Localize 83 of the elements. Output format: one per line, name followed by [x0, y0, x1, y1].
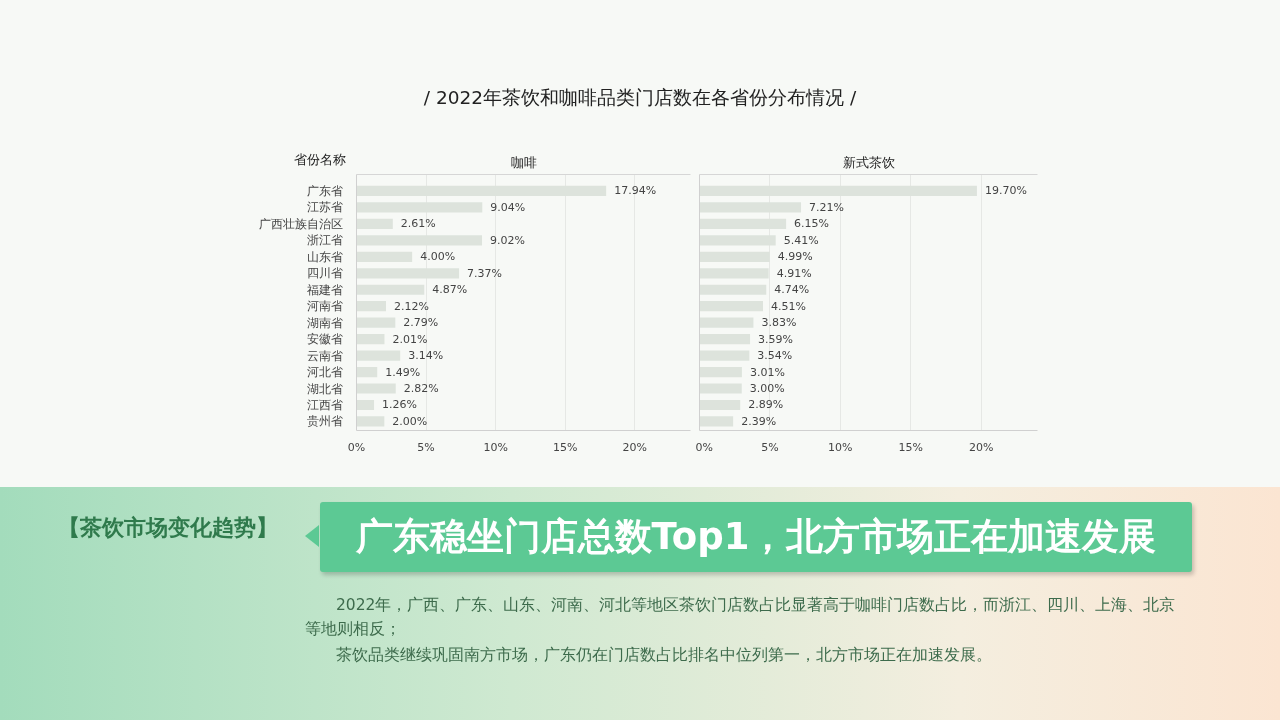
data-label: 4.00% — [420, 250, 456, 264]
chart-title: 咖啡 — [510, 154, 537, 170]
bar — [356, 366, 378, 378]
data-label: 17.94% — [614, 184, 657, 198]
bar — [699, 416, 734, 427]
bar — [356, 317, 396, 328]
data-label: 9.02% — [490, 233, 525, 247]
y-tick-label: 河南省 — [306, 299, 343, 314]
x-tick-label: 20% — [622, 440, 648, 454]
x-tick-label: 10% — [483, 440, 508, 454]
data-label: 2.82% — [403, 382, 439, 396]
data-label: 4.99% — [777, 250, 813, 264]
data-label: 1.49% — [385, 365, 421, 379]
y-tick-label: 湖南省 — [306, 315, 343, 330]
x-tick-label: 15% — [553, 440, 578, 454]
bar — [699, 366, 742, 378]
data-label: 2.12% — [394, 299, 429, 313]
bar — [356, 334, 385, 345]
bar — [356, 251, 413, 262]
bar — [699, 317, 754, 328]
x-tick-label: 5% — [417, 440, 435, 454]
data-label: 5.41% — [783, 233, 819, 247]
data-label: 4.74% — [774, 283, 810, 297]
bar — [699, 334, 751, 345]
chart-title: 新式茶饮 — [842, 154, 895, 170]
data-label: 6.15% — [794, 217, 830, 231]
y-tick-label: 湖北省 — [306, 381, 343, 396]
y-tick-label: 浙江省 — [306, 233, 343, 248]
data-label: 7.21% — [809, 200, 844, 214]
y-axis-title: 省份名称 — [294, 151, 346, 169]
y-tick-label: 河北省 — [306, 365, 343, 380]
x-tick-label: 20% — [968, 440, 994, 454]
data-label: 3.00% — [749, 382, 785, 396]
y-tick-label: 广东省 — [306, 183, 343, 198]
bar — [356, 284, 425, 295]
data-label: 2.79% — [403, 316, 439, 330]
bar — [699, 399, 741, 411]
x-tick-label: 5% — [761, 440, 779, 454]
x-tick-label: 0% — [695, 440, 713, 454]
y-tick-label: 贵州省 — [306, 414, 343, 429]
y-tick-label: 广西壮族自治区 — [258, 216, 343, 231]
text: 【茶饮市场变化趋势】 — [58, 514, 278, 542]
data-label: 3.54% — [757, 349, 793, 363]
data-label: 2.00% — [392, 414, 428, 428]
text: 广东稳坐门店总数Top1，北方市场正在加速发展 — [320, 502, 1192, 572]
data-label: 4.91% — [776, 266, 812, 280]
y-tick-label: 福建省 — [306, 282, 343, 297]
bar — [356, 350, 401, 361]
text: 茶饮品类继续巩固南方市场，广东仍在门店数占比排名中位列第一，北方市场正在加速发展。 — [335, 645, 993, 666]
x-tick-label: 15% — [898, 440, 923, 454]
data-label: 3.14% — [408, 349, 444, 363]
bar — [699, 301, 764, 312]
y-tick-label: 安徽省 — [306, 332, 343, 347]
bar — [356, 399, 375, 411]
bar — [356, 301, 386, 312]
data-label: 7.37% — [467, 266, 503, 280]
text: 2022年，广西、广东、山东、河南、河北等地区茶饮门店数占比显著高于咖啡门店数占比，而浙江、四川、上海、北京等地则相反； — [305, 595, 1177, 640]
bar — [356, 383, 396, 394]
x-tick-label: 10% — [828, 440, 853, 454]
y-tick-label: 江苏省 — [306, 200, 343, 215]
bar — [356, 416, 385, 427]
data-label: 2.39% — [741, 414, 777, 428]
text: / 2022年茶饮和咖啡品类门店数在各省份分布情况 / — [0, 0, 1280, 135]
bar — [699, 284, 767, 295]
y-tick-label: 山东省 — [306, 249, 343, 264]
data-label: 4.51% — [771, 299, 806, 313]
x-tick-label: 0% — [347, 440, 366, 454]
data-label: 3.83% — [761, 316, 797, 330]
data-label: 1.26% — [382, 398, 417, 412]
bar — [699, 383, 742, 394]
y-tick-label: 江西省 — [306, 397, 343, 412]
data-label: 3.01% — [749, 365, 785, 379]
data-label: 2.89% — [748, 398, 784, 412]
data-label: 2.01% — [392, 332, 428, 346]
data-label: 3.59% — [758, 332, 794, 346]
bar — [699, 350, 750, 361]
y-tick-label: 四川省 — [306, 266, 343, 281]
data-label: 19.70% — [984, 184, 1027, 198]
data-label: 2.61% — [400, 217, 436, 231]
data-label: 9.04% — [490, 200, 526, 214]
bar — [356, 218, 393, 229]
y-tick-label: 云南省 — [306, 348, 343, 363]
data-label: 4.87% — [432, 283, 468, 297]
